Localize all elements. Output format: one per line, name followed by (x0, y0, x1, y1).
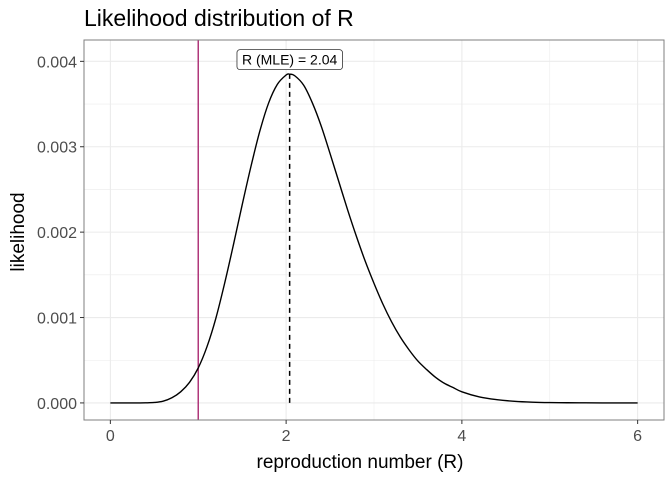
x-axis: 0 2 4 6 (106, 420, 642, 445)
reference-lines (197, 40, 291, 420)
chart-title: Likelihood distribution of R (84, 5, 354, 31)
panel-border (83, 39, 665, 421)
x-tick-label: 2 (282, 428, 291, 445)
x-axis-title: reproduction number (R) (257, 452, 464, 473)
y-tick-label: 0.002 (37, 225, 77, 242)
grid (84, 40, 664, 420)
annotation-layer: R (MLE) = 2.04 (236, 49, 343, 71)
y-tick-label: 0.001 (37, 311, 77, 328)
annotation-label-box (236, 49, 343, 71)
y-axis: 0.000 0.001 0.002 0.003 0.004 (37, 54, 84, 413)
y-axis-title: likelihood (8, 192, 29, 271)
x-tick-label: 4 (457, 428, 466, 445)
y-tick-label: 0.000 (37, 396, 77, 413)
series-layer (110, 73, 638, 404)
likelihood-curve (110, 73, 638, 404)
annotation-label: R (MLE) = 2.04 (242, 52, 338, 68)
y-tick-label: 0.003 (37, 140, 77, 157)
y-tick-label: 0.004 (37, 54, 77, 71)
x-tick-label: 0 (106, 428, 115, 445)
x-tick-label: 6 (633, 428, 642, 445)
